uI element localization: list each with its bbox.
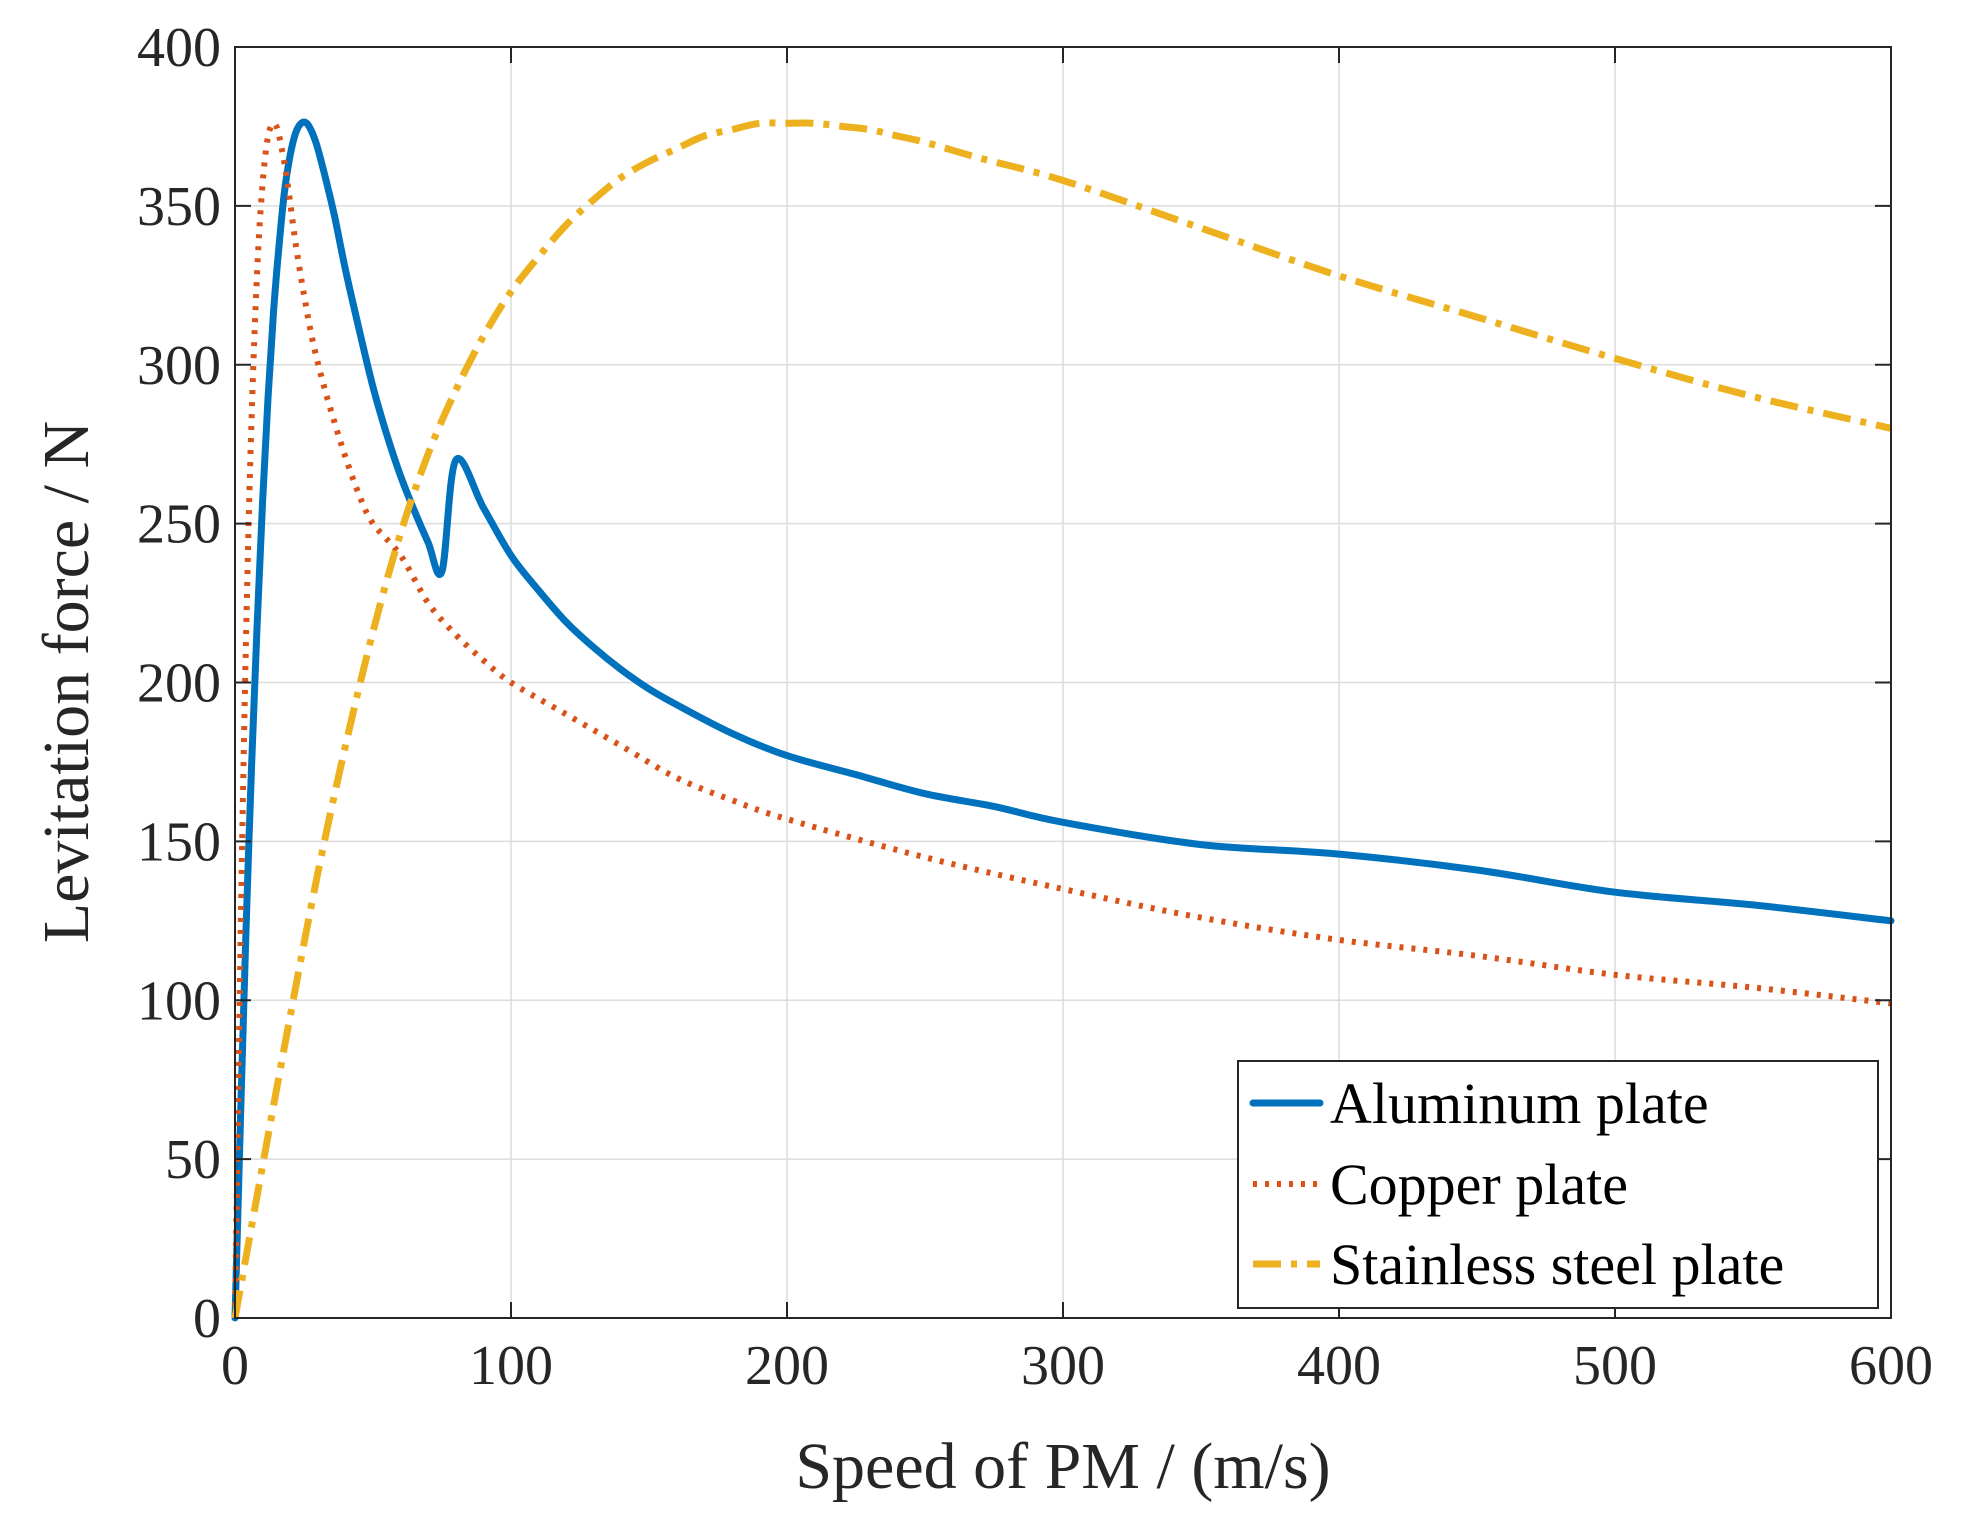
y-tick-label: 300: [137, 335, 221, 397]
x-tick-label: 200: [745, 1335, 829, 1397]
series-line-2: [231, 119, 1892, 1319]
x-tick-label: 400: [1297, 1335, 1381, 1397]
legend-label-aluminum: Aluminum plate: [1330, 1071, 1709, 1136]
y-tick-label: 150: [137, 811, 221, 873]
x-tick-labels: 0 100 200 300 400 500 600: [221, 1335, 1933, 1397]
y-tick-labels: 0 50 100 150 200 250 300 350 400: [137, 17, 221, 1350]
y-tick-label: 350: [137, 176, 221, 238]
legend-label-stainless-steel: Stainless steel plate: [1330, 1232, 1784, 1297]
legend-label-copper: Copper plate: [1330, 1152, 1628, 1217]
y-axis-title: Levitation force / N: [30, 421, 103, 943]
ticks: [234, 46, 1892, 1319]
y-tick-label: 400: [137, 17, 221, 79]
x-axis-title: Speed of PM / (m/s): [795, 1430, 1330, 1503]
y-tick-label: 200: [137, 653, 221, 715]
series-layer: [231, 118, 1895, 1322]
legend-box: [1237, 1060, 1879, 1309]
x-tick-label: 300: [1021, 1335, 1105, 1397]
y-tick-label: 50: [165, 1129, 221, 1191]
y-tick-label: 0: [193, 1288, 221, 1350]
y-tick-label: 250: [137, 494, 221, 556]
x-tick-label: 500: [1573, 1335, 1657, 1397]
x-tick-label: 0: [221, 1335, 249, 1397]
y-tick-label: 100: [137, 970, 221, 1032]
series-line-0: [231, 118, 1895, 1322]
legend: Aluminum plate Copper plate Stainless st…: [1237, 1060, 1879, 1309]
x-tick-label: 600: [1849, 1335, 1933, 1397]
x-tick-label: 100: [469, 1335, 553, 1397]
